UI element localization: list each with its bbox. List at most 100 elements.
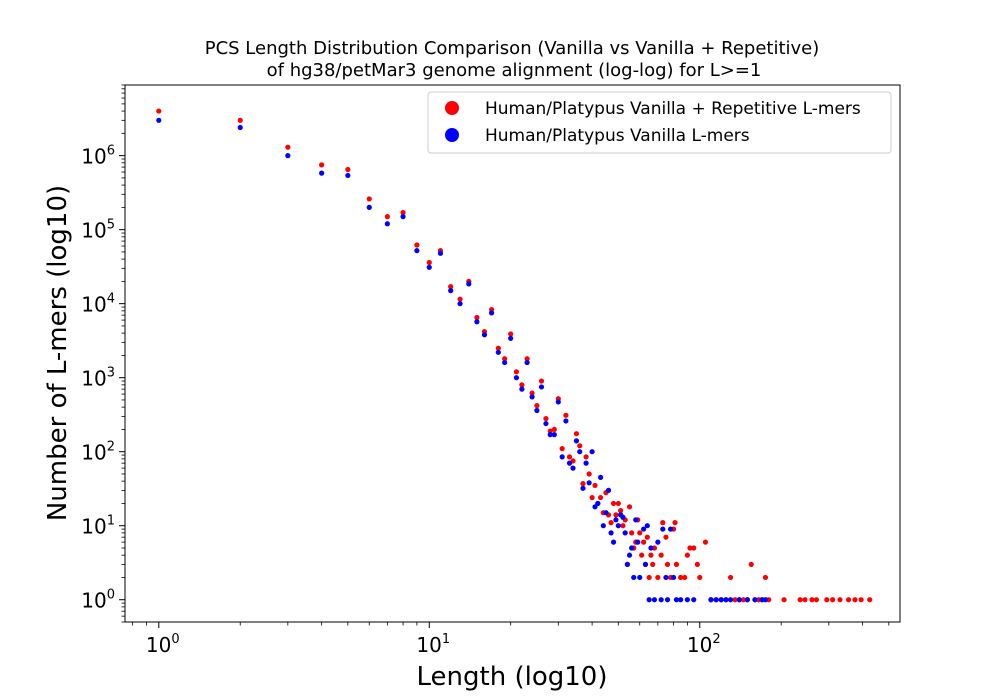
data-point-series-0 [586,471,592,477]
data-point-series-0 [858,597,864,603]
data-point-series-1 [559,454,565,460]
data-point-series-0 [626,504,633,510]
data-point-series-0 [448,284,454,290]
data-point-series-1 [573,438,580,444]
data-point-series-1 [448,288,454,294]
data-point-series-0 [285,144,291,150]
data-point-series-0 [727,574,734,581]
data-point-series-0 [732,597,738,603]
data-point-series-1 [622,530,628,536]
data-point-series-1 [615,523,621,529]
data-point-series-0 [583,454,589,460]
data-point-series-0 [648,552,654,558]
data-point-series-0 [813,597,820,603]
data-point-series-1 [603,510,609,516]
data-point-series-0 [852,597,858,603]
data-point-series-0 [646,574,652,581]
data-point-series-1 [474,319,480,325]
data-point-series-1 [426,264,432,270]
data-point-series-0 [837,597,843,603]
y-tick-label: 103 [81,366,115,391]
data-point-series-0 [687,545,693,551]
data-point-series-1 [414,248,420,254]
data-point-series-1 [660,526,666,532]
data-point-series-0 [797,597,803,603]
data-point-series-0 [559,446,565,452]
data-point-series-1 [598,474,604,480]
data-point-series-1 [644,523,650,529]
data-point-series-0 [691,545,697,551]
data-point-series-1 [752,597,758,603]
legend-marker-vanilla [445,128,459,142]
data-point-series-1 [589,449,595,455]
data-point-series-1 [580,485,586,491]
data-point-series-1 [513,375,520,381]
data-point-series-0 [802,597,808,603]
data-point-series-0 [673,561,680,568]
data-point-series-1 [670,574,677,581]
data-point-series-0 [474,314,480,321]
data-point-series-1 [736,597,742,603]
data-point-series-0 [551,426,557,433]
data-point-series-0 [762,574,769,581]
data-point-series-1 [319,170,325,176]
data-point-series-1 [635,539,641,545]
data-point-series-0 [629,530,635,536]
data-point-series-0 [237,117,243,123]
data-point-series-1 [626,552,633,558]
data-point-series-1 [673,597,680,603]
data-point-series-0 [641,539,647,545]
data-point-series-0 [366,196,372,202]
data-point-series-0 [513,369,520,375]
data-point-series-1 [547,432,553,438]
data-point-series-1 [678,597,684,603]
data-point-series-0 [495,345,501,351]
data-point-series-1 [723,597,729,603]
data-point-series-1 [664,597,671,603]
data-point-series-0 [684,552,690,558]
data-point-series-1 [684,597,690,603]
data-point-series-0 [664,561,671,568]
legend-label-repetitive: Human/Platypus Vanilla + Repetitive L-me… [485,99,861,119]
data-point-series-0 [426,259,432,266]
data-point-series-0 [608,520,614,526]
data-point-series-0 [678,574,684,581]
data-point-series-1 [366,204,372,210]
data-point-series-1 [400,214,406,220]
x-tick-label: 100 [146,632,180,657]
data-point-series-0 [592,482,598,489]
data-point-series-1 [519,386,525,392]
data-point-series-0 [658,552,664,558]
data-point-series-1 [629,545,635,551]
data-point-series-1 [534,407,540,414]
data-point-series-1 [489,310,495,316]
x-tick-label: 101 [416,632,450,657]
data-point-series-1 [718,597,724,603]
data-point-series-0 [748,561,754,568]
data-point-series-0 [650,561,656,568]
data-point-series-0 [319,162,325,168]
data-point-series-0 [563,412,569,418]
data-point-series-1 [691,597,697,603]
data-point-series-0 [618,508,624,514]
data-point-series-1 [708,597,714,603]
data-point-series-0 [824,597,830,603]
data-point-series-0 [414,242,420,248]
data-point-series-0 [682,574,688,581]
data-point-series-0 [502,356,508,362]
ticks-layer: 100 101 102 100 101 102 103 104 105 106 [81,84,890,657]
y-tick-label: 106 [81,144,115,169]
data-point-series-1 [502,359,508,366]
data-point-series-0 [573,431,580,437]
data-point-series-1 [641,526,647,532]
data-point-series-1 [631,574,637,581]
data-point-series-1 [566,460,573,466]
data-point-series-1 [646,597,652,603]
data-point-series-0 [529,390,535,396]
data-point-series-1 [620,514,626,520]
data-point-series-1 [524,359,530,366]
data-point-series-1 [529,394,535,400]
legend-label-vanilla: Human/Platypus Vanilla L-mers [485,126,750,146]
data-point-series-0 [845,597,852,603]
